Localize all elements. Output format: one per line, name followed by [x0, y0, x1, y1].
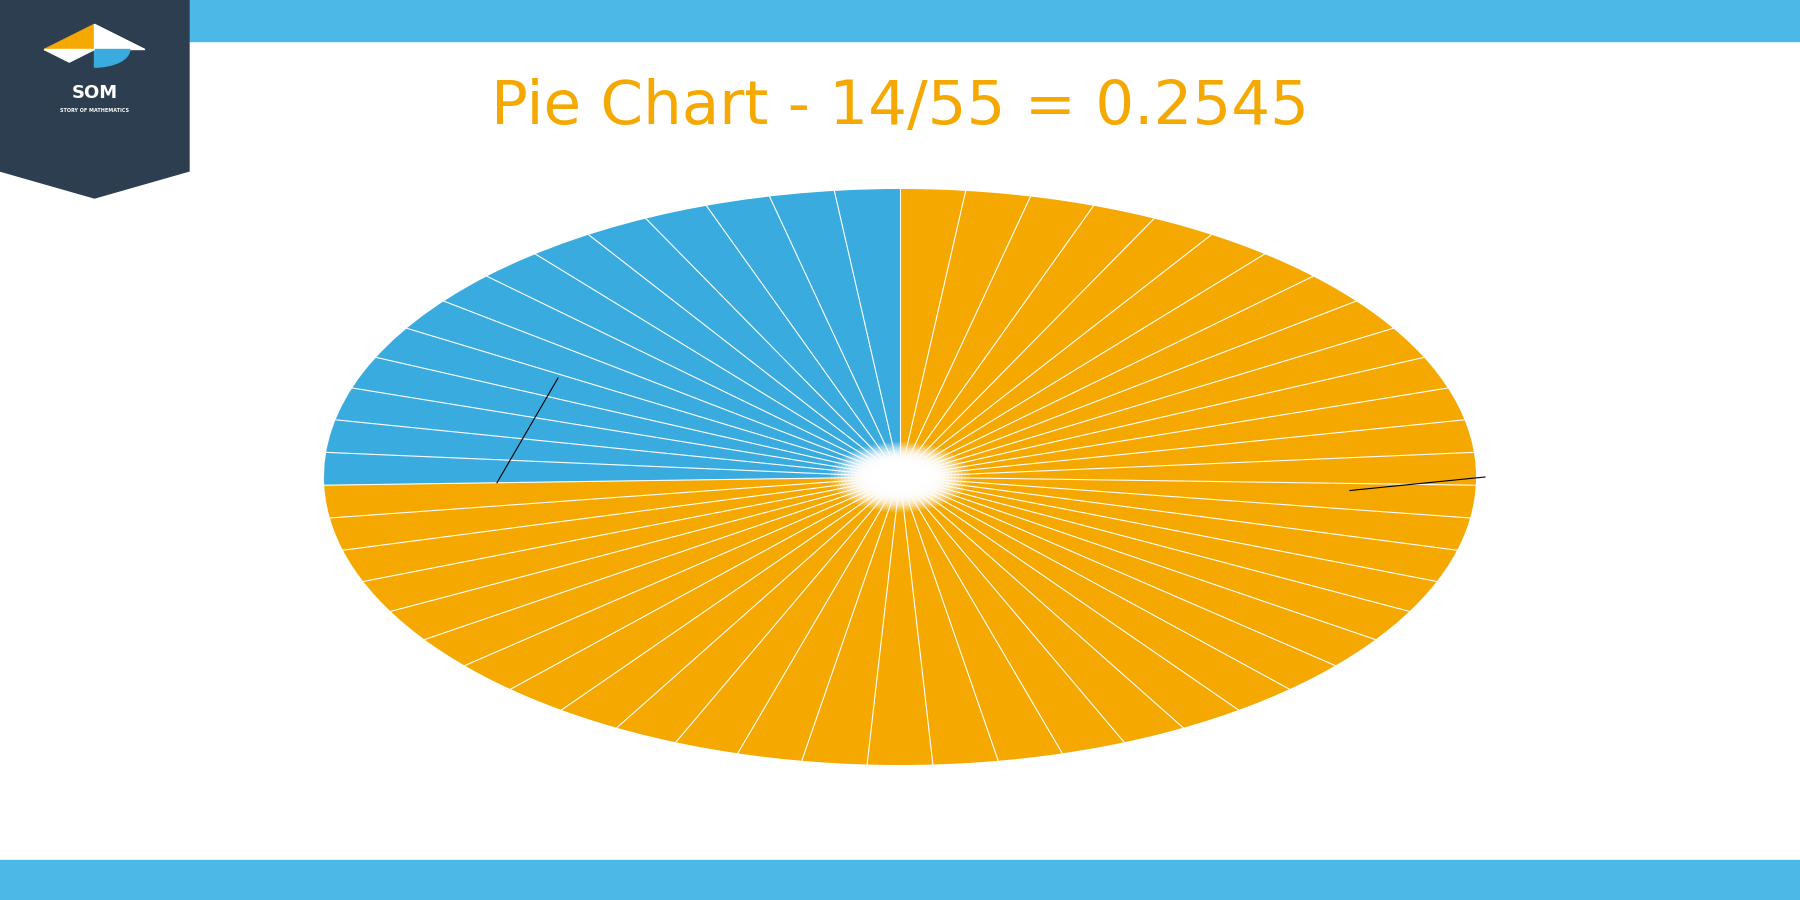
Circle shape	[837, 446, 963, 508]
Polygon shape	[0, 0, 189, 198]
Bar	[0, 860, 1800, 900]
Text: 41/55: 41/55	[1368, 429, 1472, 464]
Circle shape	[893, 473, 907, 481]
Circle shape	[841, 447, 959, 507]
Text: 1/55: 1/55	[423, 317, 504, 351]
Circle shape	[878, 466, 922, 488]
Text: Pie Chart - 14/55 = 0.2545: Pie Chart - 14/55 = 0.2545	[491, 78, 1309, 138]
Wedge shape	[324, 189, 1476, 765]
Circle shape	[882, 468, 918, 486]
Circle shape	[844, 449, 956, 505]
Circle shape	[835, 445, 965, 509]
Text: 0.01: 0.01	[423, 392, 504, 426]
Wedge shape	[94, 50, 130, 68]
Text: STORY OF MATHEMATICS: STORY OF MATHEMATICS	[59, 108, 130, 113]
Circle shape	[832, 443, 968, 511]
Text: 0.74: 0.74	[1368, 504, 1449, 538]
Bar	[0, 0, 1800, 40]
Text: SOM: SOM	[72, 84, 117, 102]
Circle shape	[855, 454, 945, 500]
Wedge shape	[324, 189, 900, 485]
Circle shape	[889, 472, 911, 482]
Polygon shape	[43, 50, 94, 62]
Polygon shape	[94, 24, 144, 50]
Polygon shape	[43, 24, 94, 50]
Circle shape	[866, 460, 934, 494]
Circle shape	[873, 464, 927, 490]
Circle shape	[877, 465, 923, 489]
Circle shape	[859, 456, 941, 498]
Circle shape	[869, 462, 931, 492]
Circle shape	[886, 470, 914, 484]
Circle shape	[848, 451, 952, 503]
Circle shape	[871, 463, 929, 491]
Circle shape	[896, 475, 904, 479]
Circle shape	[851, 453, 949, 501]
Circle shape	[862, 458, 938, 496]
